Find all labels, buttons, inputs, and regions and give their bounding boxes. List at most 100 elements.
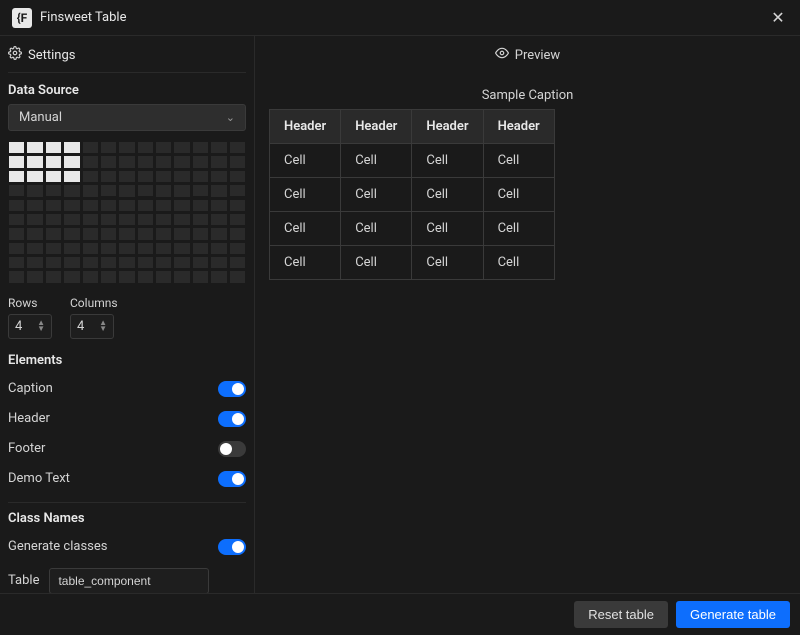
- grid-cell[interactable]: [137, 141, 154, 154]
- grid-cell[interactable]: [118, 256, 135, 269]
- grid-cell[interactable]: [173, 227, 190, 240]
- grid-cell[interactable]: [173, 141, 190, 154]
- grid-cell[interactable]: [100, 270, 117, 283]
- close-icon[interactable]: ✕: [768, 8, 788, 27]
- grid-cell[interactable]: [155, 141, 172, 154]
- grid-cell[interactable]: [45, 270, 62, 283]
- grid-cell[interactable]: [45, 256, 62, 269]
- grid-cell[interactable]: [63, 184, 80, 197]
- grid-cell[interactable]: [100, 242, 117, 255]
- grid-cell[interactable]: [8, 242, 25, 255]
- grid-cell[interactable]: [82, 270, 99, 283]
- grid-cell[interactable]: [118, 227, 135, 240]
- grid-cell[interactable]: [26, 141, 43, 154]
- grid-cell[interactable]: [192, 155, 209, 168]
- grid-cell[interactable]: [192, 141, 209, 154]
- grid-cell[interactable]: [63, 141, 80, 154]
- grid-cell[interactable]: [192, 227, 209, 240]
- grid-cell[interactable]: [118, 170, 135, 183]
- grid-cell[interactable]: [45, 155, 62, 168]
- grid-cell[interactable]: [137, 170, 154, 183]
- grid-cell[interactable]: [229, 155, 246, 168]
- grid-cell[interactable]: [26, 184, 43, 197]
- grid-cell[interactable]: [8, 155, 25, 168]
- grid-cell[interactable]: [137, 213, 154, 226]
- grid-cell[interactable]: [8, 170, 25, 183]
- grid-cell[interactable]: [100, 170, 117, 183]
- reset-table-button[interactable]: Reset table: [574, 601, 668, 628]
- grid-cell[interactable]: [210, 270, 227, 283]
- grid-cell[interactable]: [100, 213, 117, 226]
- grid-cell[interactable]: [26, 242, 43, 255]
- grid-cell[interactable]: [210, 141, 227, 154]
- grid-cell[interactable]: [26, 170, 43, 183]
- grid-cell[interactable]: [229, 184, 246, 197]
- grid-cell[interactable]: [173, 184, 190, 197]
- grid-cell[interactable]: [192, 256, 209, 269]
- grid-cell[interactable]: [100, 184, 117, 197]
- grid-cell[interactable]: [210, 242, 227, 255]
- grid-cell[interactable]: [26, 199, 43, 212]
- grid-cell[interactable]: [45, 184, 62, 197]
- grid-cell[interactable]: [192, 184, 209, 197]
- stepper-arrows-icon[interactable]: ▲▼: [37, 320, 45, 332]
- grid-cell[interactable]: [26, 227, 43, 240]
- data-source-dropdown[interactable]: Manual ⌄: [8, 104, 246, 131]
- grid-cell[interactable]: [63, 213, 80, 226]
- grid-cell[interactable]: [173, 242, 190, 255]
- grid-cell[interactable]: [137, 270, 154, 283]
- grid-cell[interactable]: [137, 227, 154, 240]
- demo-text-toggle[interactable]: [218, 471, 246, 487]
- stepper-arrows-icon[interactable]: ▲▼: [99, 320, 107, 332]
- grid-cell[interactable]: [63, 155, 80, 168]
- grid-cell[interactable]: [137, 199, 154, 212]
- grid-cell[interactable]: [229, 270, 246, 283]
- grid-cell[interactable]: [118, 242, 135, 255]
- grid-cell[interactable]: [192, 213, 209, 226]
- grid-cell[interactable]: [210, 256, 227, 269]
- grid-cell[interactable]: [173, 155, 190, 168]
- grid-cell[interactable]: [26, 213, 43, 226]
- grid-cell[interactable]: [155, 242, 172, 255]
- grid-cell[interactable]: [137, 155, 154, 168]
- grid-cell[interactable]: [45, 242, 62, 255]
- grid-cell[interactable]: [8, 213, 25, 226]
- grid-cell[interactable]: [173, 199, 190, 212]
- grid-cell[interactable]: [118, 184, 135, 197]
- grid-cell[interactable]: [63, 170, 80, 183]
- grid-cell[interactable]: [100, 199, 117, 212]
- grid-cell[interactable]: [192, 199, 209, 212]
- grid-cell[interactable]: [118, 199, 135, 212]
- table-class-input[interactable]: [49, 568, 209, 593]
- preview-tab[interactable]: Preview: [269, 46, 786, 72]
- grid-cell[interactable]: [8, 199, 25, 212]
- grid-cell[interactable]: [8, 270, 25, 283]
- grid-cell[interactable]: [229, 242, 246, 255]
- grid-cell[interactable]: [210, 155, 227, 168]
- grid-cell[interactable]: [210, 213, 227, 226]
- grid-cell[interactable]: [192, 170, 209, 183]
- grid-cell[interactable]: [82, 141, 99, 154]
- grid-cell[interactable]: [155, 227, 172, 240]
- grid-cell[interactable]: [137, 184, 154, 197]
- grid-cell[interactable]: [155, 170, 172, 183]
- grid-cell[interactable]: [45, 141, 62, 154]
- grid-cell[interactable]: [82, 199, 99, 212]
- footer-toggle[interactable]: [218, 441, 246, 457]
- grid-cell[interactable]: [229, 227, 246, 240]
- grid-cell[interactable]: [8, 141, 25, 154]
- grid-cell[interactable]: [82, 227, 99, 240]
- grid-cell[interactable]: [82, 184, 99, 197]
- grid-cell[interactable]: [8, 184, 25, 197]
- grid-cell[interactable]: [229, 141, 246, 154]
- grid-cell[interactable]: [118, 270, 135, 283]
- header-toggle[interactable]: [218, 411, 246, 427]
- grid-cell[interactable]: [173, 213, 190, 226]
- grid-cell[interactable]: [82, 170, 99, 183]
- grid-cell[interactable]: [192, 270, 209, 283]
- grid-cell[interactable]: [210, 199, 227, 212]
- grid-cell[interactable]: [118, 155, 135, 168]
- grid-cell[interactable]: [173, 170, 190, 183]
- grid-cell[interactable]: [26, 155, 43, 168]
- grid-cell[interactable]: [118, 141, 135, 154]
